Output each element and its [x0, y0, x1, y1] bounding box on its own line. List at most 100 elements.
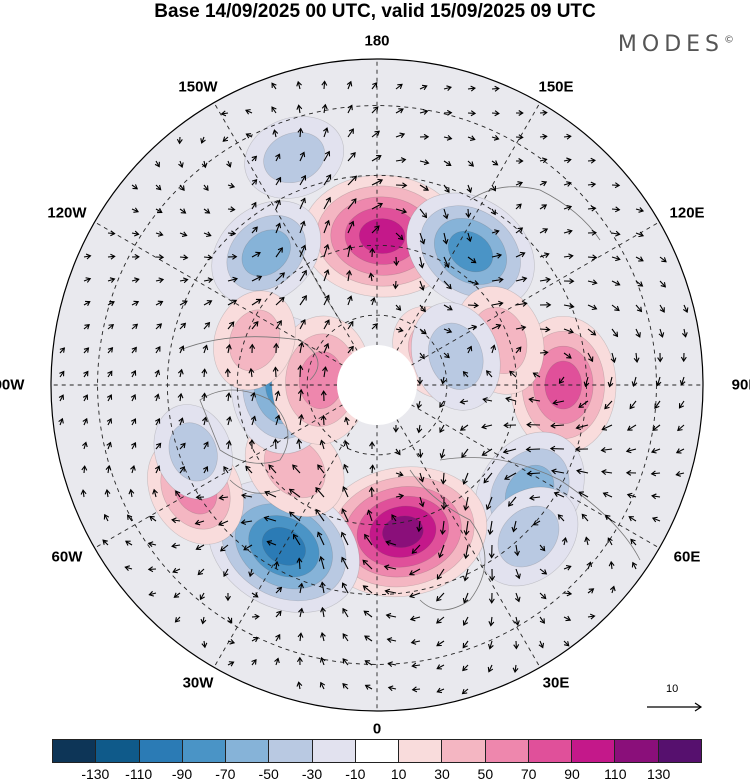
wind-arrow — [439, 520, 446, 536]
wind-arrow — [558, 376, 565, 385]
coastline — [409, 469, 486, 611]
wind-arrow — [439, 400, 445, 408]
wind-arrow — [411, 686, 421, 693]
wind-arrow — [419, 208, 428, 219]
anomaly-neg-labrador — [153, 404, 233, 500]
wind-arrow — [323, 342, 330, 354]
wind-arrow — [488, 592, 495, 604]
wind-arrow — [296, 656, 303, 666]
wind-arrow — [171, 542, 181, 549]
wind-arrow — [154, 393, 160, 402]
wind-arrow — [370, 297, 376, 306]
wind-arrow — [443, 85, 452, 92]
wind-arrow — [600, 446, 613, 453]
wind-arrow — [575, 424, 589, 430]
wind-arrow — [607, 376, 614, 388]
wind-arrow — [528, 396, 541, 403]
wind-arrow — [417, 448, 424, 459]
meridian-line — [396, 221, 660, 374]
longitude-label: 0 — [372, 720, 382, 738]
wind-arrow — [392, 424, 399, 433]
wind-arrow — [200, 616, 207, 625]
wind-arrow — [490, 208, 496, 216]
wind-arrow — [366, 509, 373, 522]
wind-arrow — [321, 103, 328, 114]
wind-arrow — [463, 544, 470, 560]
wind-arrow — [563, 133, 572, 140]
wind-arrow — [443, 352, 450, 359]
wind-arrow — [654, 400, 661, 410]
wind-arrow — [296, 557, 303, 570]
wind-arrow — [226, 415, 232, 426]
anomaly-neg-caspian — [478, 486, 579, 587]
wind-arrow — [371, 225, 380, 234]
wind-arrow — [202, 465, 209, 474]
wind-arrow — [491, 85, 500, 92]
wind-arrow — [485, 496, 493, 511]
anomaly-pos-canada-west — [213, 290, 296, 391]
wind-arrow — [587, 613, 596, 620]
contour-level — [241, 229, 291, 277]
wind-arrow — [526, 470, 541, 477]
wind-arrow — [587, 205, 597, 212]
colorbar-segment — [139, 739, 183, 763]
wind-arrow — [154, 465, 161, 474]
wind-arrow — [275, 272, 285, 282]
longitude-label: 30W — [182, 674, 214, 692]
wind-arrow — [364, 635, 373, 642]
wind-arrow — [410, 639, 421, 645]
wind-arrow — [174, 616, 181, 623]
wind-arrow — [487, 520, 494, 536]
reference-vector — [647, 702, 703, 712]
wind-arrow — [610, 352, 617, 364]
wind-arrow — [58, 394, 65, 402]
wind-arrow — [395, 132, 406, 139]
wind-arrow — [227, 182, 236, 189]
wind-arrow — [416, 424, 423, 434]
wind-arrow — [587, 181, 597, 188]
wind-arrow — [102, 539, 109, 546]
wind-arrow — [515, 300, 528, 307]
wind-arrow — [633, 352, 640, 363]
wind-arrow — [266, 540, 277, 546]
wind-arrow — [341, 508, 349, 522]
wind-arrow — [587, 157, 596, 164]
wind-arrow — [251, 251, 261, 258]
wind-arrow — [347, 198, 357, 210]
wind-arrow — [539, 204, 548, 210]
wind-arrow — [550, 422, 565, 429]
wind-arrow — [409, 615, 421, 622]
wind-arrow — [563, 157, 572, 164]
reference-vector-label: 10 — [666, 683, 679, 695]
wind-arrow — [459, 398, 469, 405]
wind-arrow — [539, 544, 546, 552]
colorbar-tick-label: -110 — [125, 766, 153, 782]
wind-arrow — [199, 592, 205, 601]
wind-arrow — [347, 104, 353, 114]
wind-arrow — [131, 300, 140, 307]
wind-arrow — [655, 376, 662, 387]
wind-arrow — [227, 638, 236, 645]
wind-arrow — [179, 345, 185, 354]
wind-arrow — [245, 109, 253, 115]
wind-arrow — [251, 201, 257, 210]
wind-arrow — [436, 664, 445, 670]
wind-arrow — [443, 280, 452, 290]
wind-arrow — [296, 80, 302, 90]
wind-arrow — [250, 415, 257, 426]
wind-arrow — [651, 493, 661, 500]
wind-arrow — [515, 158, 524, 164]
wind-arrow — [563, 278, 575, 285]
colorbar-tick-label: -70 — [215, 766, 236, 782]
wind-arrow — [532, 520, 541, 526]
wind-arrow — [245, 465, 253, 474]
wind-arrow — [297, 364, 304, 378]
wind-arrow — [179, 208, 187, 214]
wind-arrow — [609, 585, 616, 594]
wind-arrow — [408, 568, 421, 576]
wind-arrow — [611, 280, 621, 286]
wind-arrow — [319, 681, 326, 690]
longitude-label: 60E — [673, 548, 701, 566]
wind-arrow — [319, 439, 326, 450]
wind-arrow — [611, 304, 620, 312]
